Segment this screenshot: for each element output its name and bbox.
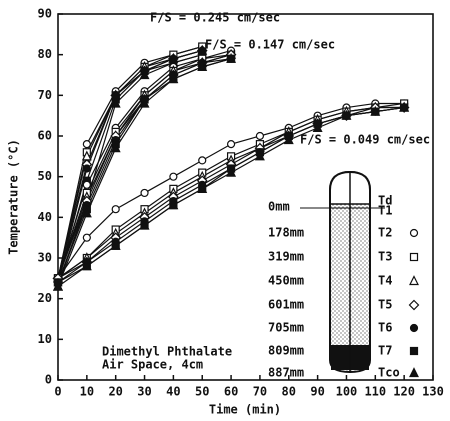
data-point — [370, 105, 381, 116]
legend-depth: 319mm — [268, 250, 304, 264]
x-axis-label: Time (min) — [209, 403, 281, 417]
data-point — [111, 205, 120, 214]
legend-depth: 705mm — [268, 321, 304, 335]
legend-label: Tco — [378, 366, 400, 380]
legend-depth: 450mm — [268, 274, 304, 288]
data-point — [198, 156, 207, 165]
data-point — [169, 172, 178, 181]
x-tick-label: 0 — [54, 385, 61, 399]
legend-marker — [409, 252, 419, 262]
legend-label: T5 — [378, 298, 392, 312]
y-axis-label: Temperature (°C) — [7, 139, 21, 255]
data-point — [110, 142, 121, 153]
series-annotation: F/S = 0.147 cm/sec — [205, 38, 335, 52]
legend-marker — [409, 228, 419, 238]
data-point — [110, 239, 121, 250]
series-line — [57, 54, 203, 287]
series-annotation: F/S = 0.049 cm/sec — [300, 133, 430, 147]
data-point — [341, 109, 352, 120]
legend-depth: 601mm — [268, 298, 304, 312]
data-point — [82, 164, 91, 173]
data-point — [168, 199, 179, 210]
x-tick-label: 100 — [336, 385, 358, 399]
data-point — [82, 233, 91, 242]
annotation: Dimethyl Phthalate — [102, 345, 232, 359]
annotation: Air Space, 4cm — [102, 358, 203, 372]
legend-marker — [409, 275, 419, 286]
legend-depth: 178mm — [268, 226, 304, 240]
series-line — [57, 50, 203, 283]
x-tick-label: 130 — [422, 385, 444, 399]
series-annotation: F/S = 0.245 cm/sec — [150, 11, 280, 25]
plot-frame — [57, 13, 434, 381]
y-tick-label: 70 — [38, 88, 52, 102]
x-tick-label: 60 — [224, 385, 238, 399]
legend-label: Td — [378, 194, 392, 208]
y-tick-label: 60 — [38, 129, 52, 143]
data-point — [312, 122, 323, 132]
legend-marker — [408, 299, 420, 311]
data-point — [254, 150, 265, 161]
y-tick-label: 40 — [38, 210, 52, 224]
legend-marker — [409, 346, 419, 356]
legend-depth: 809mm — [268, 344, 304, 358]
y-tick-label: 90 — [38, 7, 52, 21]
data-point — [168, 73, 179, 84]
data-point — [226, 166, 237, 177]
x-tick-label: 110 — [364, 385, 386, 399]
y-tick-label: 20 — [38, 291, 52, 305]
data-point — [399, 101, 410, 112]
data-point — [82, 140, 91, 149]
data-point — [53, 280, 63, 291]
column-diagram — [300, 170, 385, 374]
data-point — [82, 180, 91, 189]
data-point — [139, 219, 150, 230]
legend-label: T1 — [378, 204, 392, 218]
data-point — [81, 207, 92, 218]
y-tick-label: 10 — [38, 332, 52, 346]
legend-label: T4 — [378, 274, 392, 288]
legend-depth: 0mm — [268, 200, 290, 214]
legend-depth: 887mm — [268, 366, 304, 380]
data-point — [283, 134, 294, 145]
y-tick-label: 30 — [38, 251, 52, 265]
data-point — [226, 140, 236, 149]
x-tick-label: 80 — [282, 385, 296, 399]
legend-marker — [409, 323, 419, 333]
legend-label: T2 — [378, 226, 392, 240]
data-point — [81, 260, 92, 271]
y-tick-label: 0 — [45, 373, 52, 387]
data-point — [139, 69, 150, 80]
data-point — [226, 52, 237, 63]
x-tick-label: 40 — [166, 385, 180, 399]
x-tick-label: 120 — [393, 385, 415, 399]
data-point — [139, 97, 150, 108]
legend-label: T6 — [378, 321, 392, 335]
x-tick-label: 20 — [108, 385, 122, 399]
legend-label: T7 — [378, 344, 392, 358]
data-point — [197, 61, 208, 71]
x-tick-label: 10 — [80, 385, 94, 399]
data-point — [110, 97, 121, 108]
x-tick-label: 70 — [253, 385, 267, 399]
data-point — [255, 131, 265, 141]
x-tick-label: 90 — [310, 385, 324, 399]
data-point — [140, 188, 149, 198]
x-tick-label: 50 — [195, 385, 209, 399]
x-tick-label: 30 — [137, 385, 151, 399]
y-tick-label: 50 — [38, 169, 52, 183]
legend-label: T3 — [378, 250, 392, 264]
data-point — [197, 183, 208, 193]
y-tick-label: 80 — [38, 47, 52, 61]
legend-marker — [409, 367, 419, 378]
